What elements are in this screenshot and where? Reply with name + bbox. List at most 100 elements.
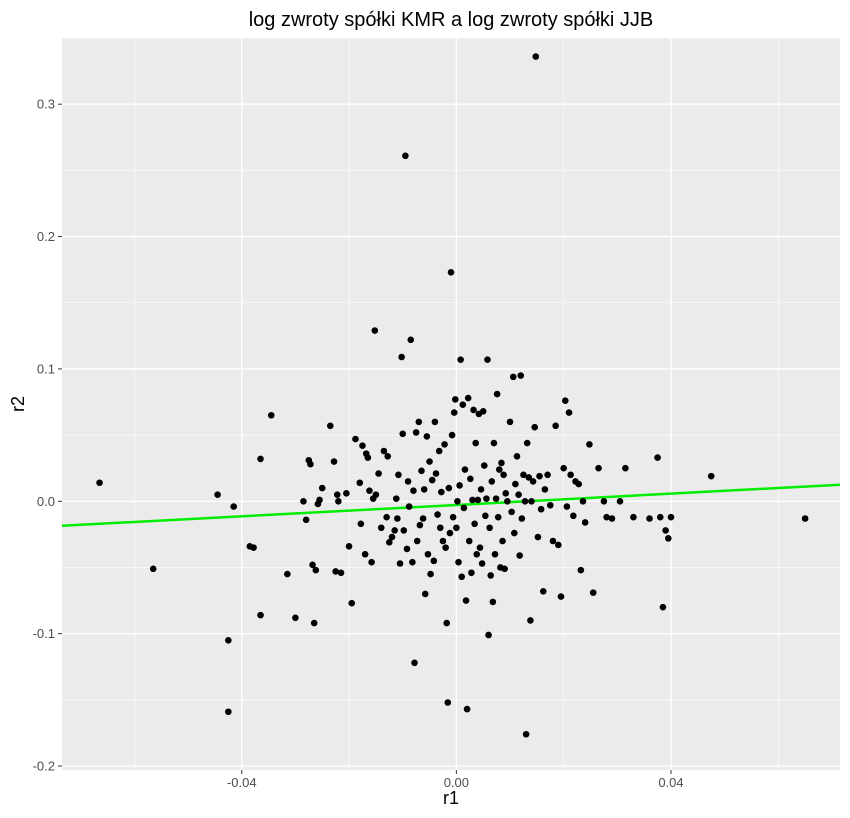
y-tick-label: -0.2 [33,759,55,774]
data-point [356,479,364,487]
data-point [333,491,341,498]
data-point [473,550,481,558]
data-point [257,455,264,463]
data-point [456,482,463,489]
data-point [436,524,444,532]
data-point [430,557,438,565]
data-point [477,486,485,493]
data-point [460,504,468,512]
data-point [513,452,521,460]
y-tick-label: 0.0 [37,494,55,509]
data-point [343,490,350,497]
data-point [267,411,275,419]
data-point [500,471,507,479]
data-point [443,619,451,627]
plot-background [62,38,840,770]
data-point [388,533,396,541]
data-point [447,268,455,276]
data-point [428,476,436,484]
data-point [312,566,320,574]
data-point [522,730,530,738]
data-point [478,560,486,567]
data-point [544,471,551,479]
data-point [421,590,429,598]
trend-line [61,483,841,528]
data-point [570,512,577,520]
data-point [502,490,510,497]
data-point [292,614,299,622]
data-point [487,572,495,579]
data-point [546,501,554,509]
data-point [509,373,517,381]
data-point [225,636,232,644]
data-point [432,470,440,477]
data-point [474,496,482,504]
data-point [532,53,540,60]
data-point [801,515,809,522]
data-point [392,495,400,502]
data-point [424,550,432,558]
data-point [484,356,491,363]
data-point [398,353,405,361]
data-point [416,521,424,529]
x-tick-label: 0.04 [658,775,683,790]
data-point [561,397,569,404]
data-point [470,406,477,414]
data-point [465,537,473,545]
data-point [630,513,637,521]
data-point [665,535,672,542]
data-point [375,470,382,477]
data-point [565,409,573,416]
data-point [521,497,529,505]
data-point [492,495,500,502]
data-point [459,401,467,408]
data-point [411,659,418,667]
data-point [495,466,503,473]
data-point [445,484,453,492]
y-tick-label: -0.1 [33,626,55,641]
data-point [523,439,531,447]
data-point [383,513,390,521]
data-point [489,598,497,606]
data-point [332,568,339,575]
data-point [458,573,466,581]
data-point [549,537,557,545]
data-point [371,327,379,334]
data-point [309,561,316,569]
data-point [646,515,653,522]
chart-title: log zwroty spółki KMR a log zwroty spółk… [249,9,654,31]
data-point [348,599,356,607]
data-point [595,464,602,472]
data-point [214,491,221,498]
data-point [541,486,549,493]
data-point [464,394,472,402]
data-point [488,478,496,485]
data-point [426,458,433,465]
data-point [359,442,366,449]
data-point [555,541,562,549]
data-point [662,527,669,534]
data-point [399,430,407,438]
data-point [380,447,388,455]
data-point [499,537,506,545]
data-point [659,603,667,611]
data-point [316,496,323,504]
data-point [396,560,404,567]
data-point [480,462,488,469]
trend-line-group [61,483,841,528]
data-point [385,539,393,546]
data-point [149,565,157,573]
data-point [511,529,518,537]
data-point [357,520,365,528]
data-point [409,558,416,566]
data-point [707,472,715,480]
data-point [345,542,353,550]
data-point [395,471,402,479]
data-point [656,513,664,521]
data-point [96,479,103,487]
data-point [479,407,487,415]
data-point [453,524,460,532]
data-point [257,611,264,619]
data-point [352,435,359,443]
x-axis-ticks: -0.04 0.00 0.04 [227,770,684,790]
